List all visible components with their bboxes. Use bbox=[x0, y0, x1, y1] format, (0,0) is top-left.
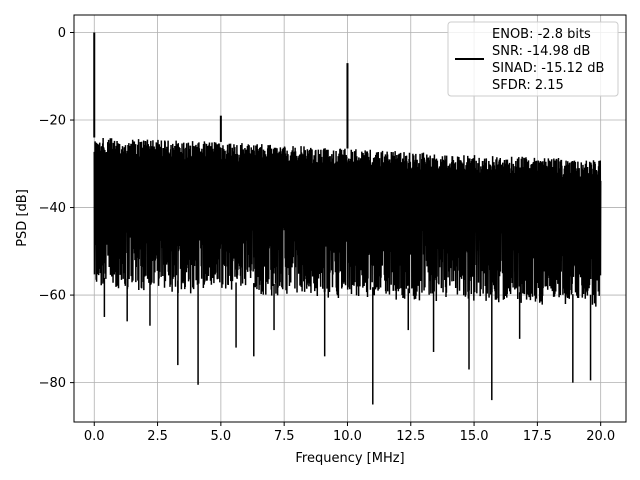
legend-box bbox=[447, 21, 619, 97]
x-tick-label: 0.0 bbox=[84, 429, 105, 444]
psd-trace bbox=[93, 137, 602, 307]
y-tick-label: −80 bbox=[39, 376, 66, 391]
x-tick-label: 10.0 bbox=[333, 429, 362, 444]
y-tick-label: −40 bbox=[39, 201, 66, 216]
x-tick-label: 5.0 bbox=[211, 429, 232, 444]
x-tick-label: 2.5 bbox=[147, 429, 168, 444]
x-tick-label: 15.0 bbox=[460, 429, 489, 444]
legend: ENOB: -2.8 bits SNR: -14.98 dB SINAD: -1… bbox=[447, 21, 619, 97]
y-axis-ticks: 0 −20 −40 −60 −80 bbox=[39, 26, 74, 391]
y-tick-label: −20 bbox=[39, 114, 66, 129]
legend-line-sinad: SINAD: -15.12 dB bbox=[492, 61, 604, 76]
x-tick-label: 7.5 bbox=[274, 429, 295, 444]
legend-line-sfdr: SFDR: 2.15 bbox=[492, 78, 564, 93]
x-tick-label: 17.5 bbox=[523, 429, 552, 444]
y-axis-label: PSD [dB] bbox=[15, 189, 30, 247]
x-axis-label: Frequency [MHz] bbox=[295, 451, 404, 466]
x-tick-label: 20.0 bbox=[586, 429, 615, 444]
x-axis-ticks: 0.0 2.5 5.0 7.5 10.0 12.5 15.0 17.5 20.0 bbox=[84, 422, 615, 444]
y-tick-label: 0 bbox=[58, 26, 66, 41]
y-tick-label: −60 bbox=[39, 289, 66, 304]
legend-line-enob: ENOB: -2.8 bits bbox=[492, 27, 591, 42]
legend-line-snr: SNR: -14.98 dB bbox=[492, 44, 590, 59]
axes-frame bbox=[73, 14, 627, 423]
plot-area bbox=[93, 32, 602, 405]
x-tick-label: 12.5 bbox=[396, 429, 425, 444]
